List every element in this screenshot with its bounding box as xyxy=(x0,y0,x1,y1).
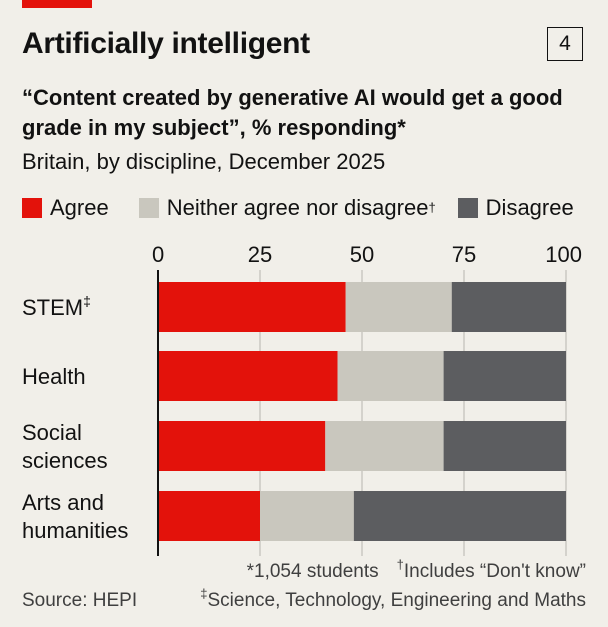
chart-number-badge: 4 xyxy=(547,27,583,61)
bar-agree-3 xyxy=(158,491,260,541)
x-tick-label-0: 0 xyxy=(152,242,164,267)
bar-disagree-3 xyxy=(353,491,566,541)
x-tick-label-75: 75 xyxy=(452,242,476,267)
category-label-social-sciences-line2: sciences xyxy=(22,448,108,473)
x-tick-label-50: 50 xyxy=(350,242,374,267)
legend-label-neither: Neither agree nor disagree xyxy=(166,195,429,220)
chart-subtitle-context: Britain, by discipline, December 2025 xyxy=(22,149,386,174)
chart-subtitle: “Content created by generative AI would … xyxy=(22,85,563,140)
footnote-stem-text: Science, Technology, Engineering and Mat… xyxy=(207,590,587,611)
footnote-students-and-dont-know: *1,054 students †Includes “Don't know” xyxy=(246,558,586,583)
legend-swatch-disagree xyxy=(457,198,478,218)
bar-neither-2 xyxy=(325,421,444,471)
footnote-dont-know-mark: † xyxy=(396,557,404,572)
brand-tag xyxy=(22,0,92,8)
bar-neither-1 xyxy=(337,351,444,401)
legend-label-agree: Agree xyxy=(50,195,109,220)
legend-item-disagree: Disagree xyxy=(457,195,574,221)
bar-disagree-2 xyxy=(443,421,566,471)
legend-swatch-agree xyxy=(22,198,42,218)
legend-item-neither: Neither agree nor disagree † xyxy=(138,195,436,221)
bar-neither-0 xyxy=(345,282,452,332)
footnote-students: *1,054 students xyxy=(246,561,379,582)
legend-swatch-neither xyxy=(138,198,159,218)
chart-legend: Agree Neither agree nor disagree † Disagr… xyxy=(22,194,574,222)
legend-label-disagree: Disagree xyxy=(485,195,574,220)
bar-neither-3 xyxy=(260,491,354,541)
chart-title: Artificially intelligent xyxy=(22,27,310,60)
category-label-health: Health xyxy=(22,364,86,389)
bar-disagree-0 xyxy=(451,282,566,332)
footnote-stem-mark: ‡ xyxy=(200,586,208,601)
category-label-social-sciences-line1: Social xyxy=(22,420,82,445)
source-note: Source: HEPI xyxy=(22,590,138,611)
category-label-arts-and-humanities-line2: humanities xyxy=(22,518,128,543)
bar-agree-1 xyxy=(158,351,338,401)
bar-agree-0 xyxy=(158,282,346,332)
category-label-arts-and-humanities-line1: Arts and xyxy=(22,490,104,515)
footnote-dont-know: Includes “Don't know” xyxy=(403,561,586,582)
legend-item-agree: Agree xyxy=(22,195,109,221)
footnote-stem: ‡Science, Technology, Engineering and Ma… xyxy=(200,587,587,612)
category-label-stem: STEM‡ xyxy=(22,293,91,320)
x-tick-label-100: 100 xyxy=(545,242,582,267)
x-tick-label-25: 25 xyxy=(248,242,272,267)
bar-agree-2 xyxy=(158,421,326,471)
bar-disagree-1 xyxy=(443,351,566,401)
